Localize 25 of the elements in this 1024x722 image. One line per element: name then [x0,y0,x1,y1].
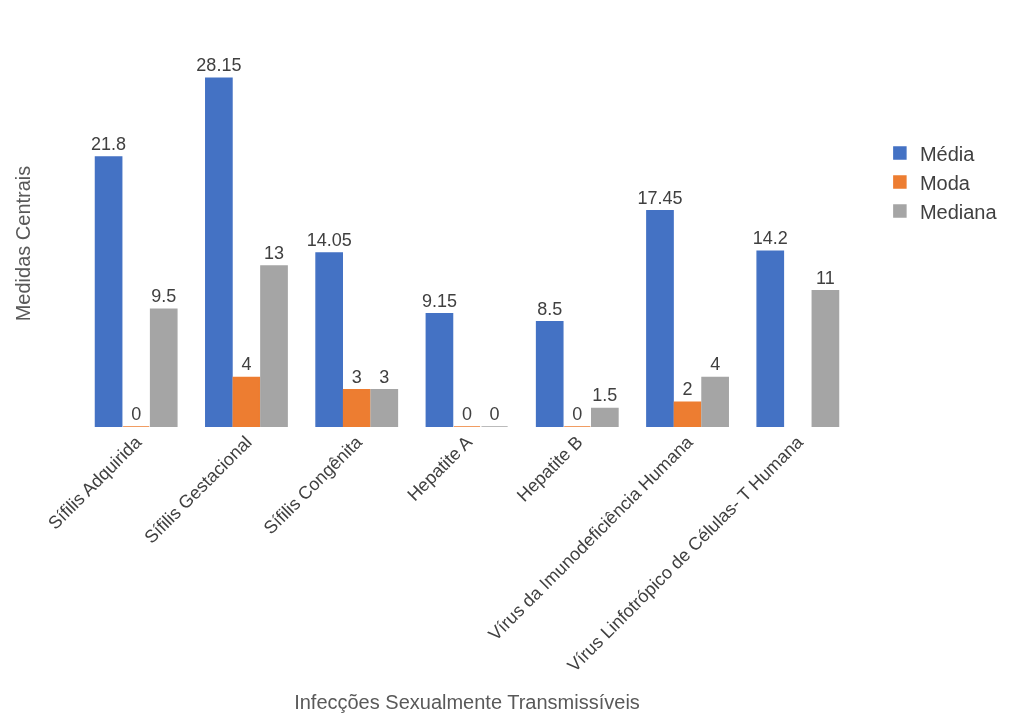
x-axis-title: Infecções Sexualmente Transmissíveis [294,691,640,714]
legend-label: Mediana [919,200,998,223]
data-label: 4 [241,354,252,375]
legend-label: Média [919,142,976,165]
data-label: 14.05 [306,229,352,250]
data-label: 4 [710,354,721,375]
data-label: 0 [131,404,142,424]
data-label: 8.5 [537,298,563,319]
data-label: 9.5 [151,286,177,307]
data-label: 28.15 [196,55,242,76]
data-label: 9.15 [421,290,457,311]
data-label: 13 [264,242,285,263]
y-axis-title: Medidas Centrais [12,165,34,322]
data-label: 1.5 [592,385,618,406]
legend-label: Moda [919,171,971,194]
data-label: 3 [351,366,362,387]
data-label: 0 [489,404,500,424]
data-label: 0 [461,404,473,424]
data-label: 17.45 [637,187,683,208]
data-label: 21.8 [91,134,127,154]
data-label: 14.2 [752,228,788,249]
data-label: 11 [816,267,835,288]
data-label: 3 [379,366,390,387]
data-label: 2 [682,379,693,400]
data-label: 0 [572,404,583,424]
